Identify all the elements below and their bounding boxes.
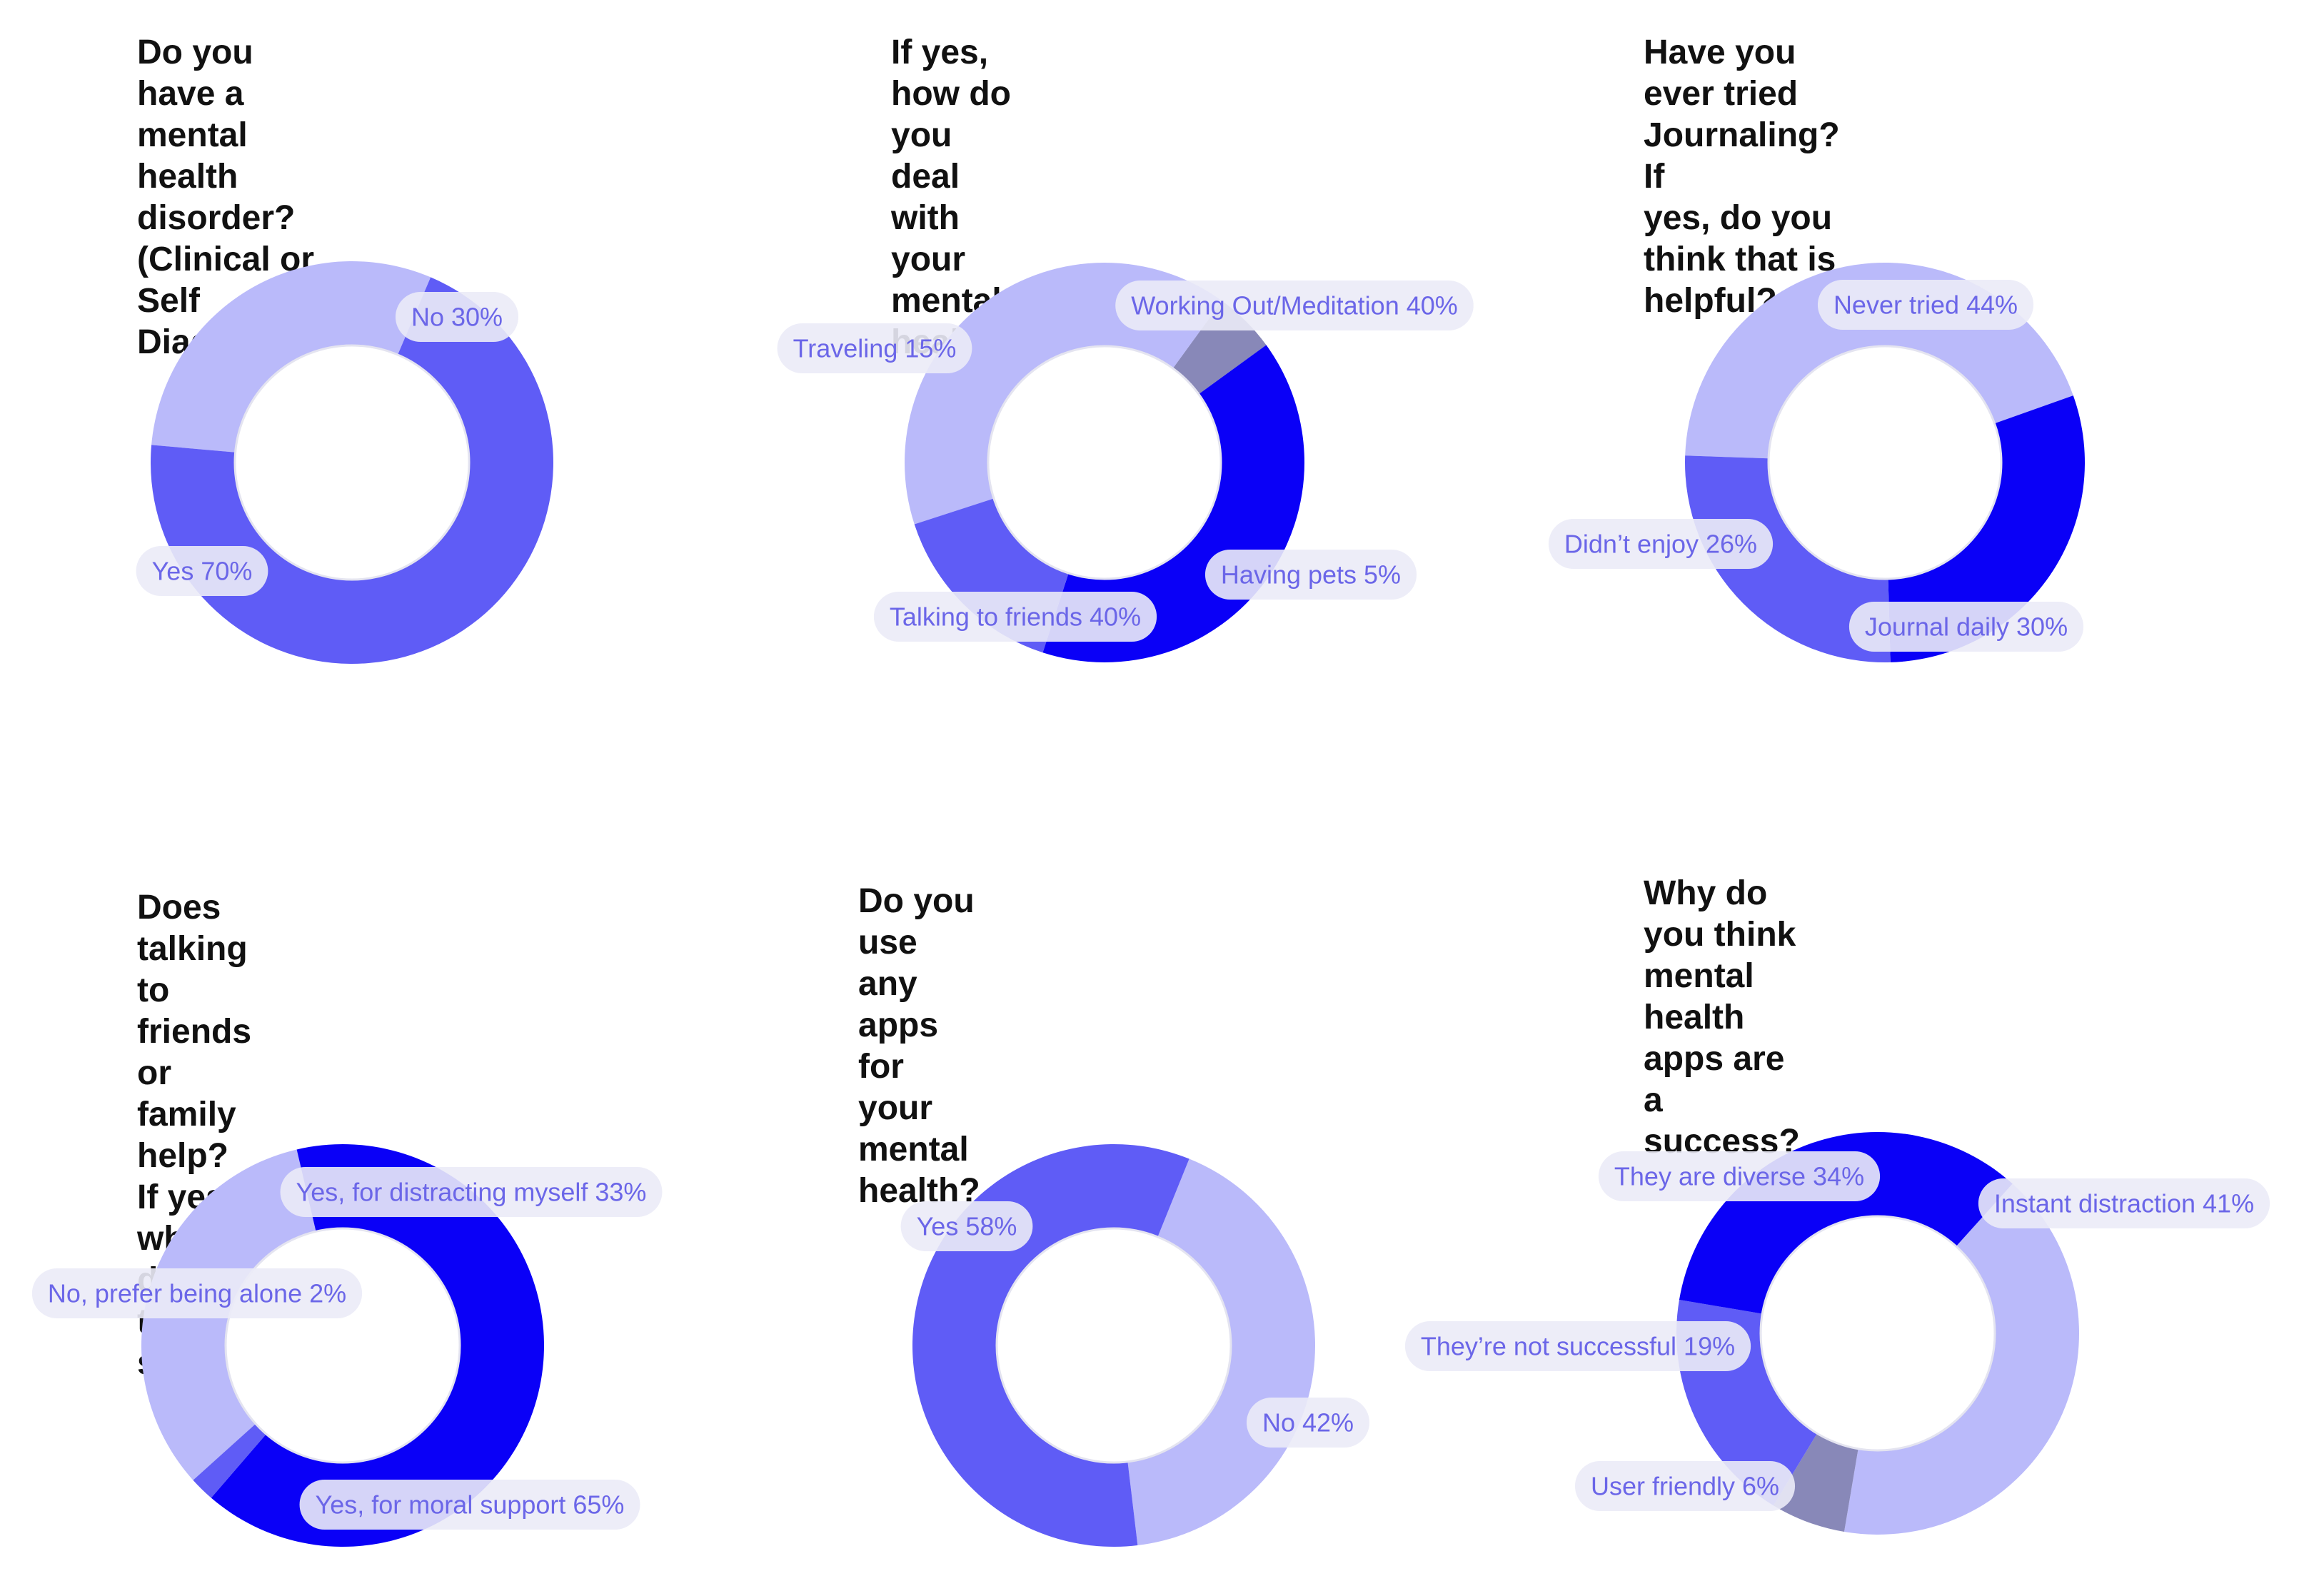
slice-label-pill bbox=[1204, 550, 1417, 600]
donut-hole bbox=[1759, 1215, 1996, 1452]
slice-label-text: Journal daily 30% bbox=[1865, 612, 2068, 642]
slice-label-pill bbox=[31, 1268, 363, 1318]
slice-label-text: Yes 58% bbox=[917, 1212, 1017, 1241]
slice-label-pill bbox=[777, 323, 972, 373]
slice-label-no: No 42% bbox=[1246, 1398, 1370, 1448]
donut-hole bbox=[1767, 345, 2003, 580]
slice-label-pill bbox=[280, 1167, 663, 1217]
slice-label-pill bbox=[1115, 281, 1474, 330]
slice-label-pill bbox=[873, 592, 1157, 642]
donut-hole bbox=[987, 345, 1222, 580]
slice-label-having-pets: Having pets 5% bbox=[1204, 550, 1417, 600]
slice-label-text: Instant distraction 41% bbox=[1994, 1189, 2254, 1218]
chart-title: Why do you think mental health apps are … bbox=[1644, 874, 1800, 1161]
slice-label-talking-to-friends: Talking to friends 40% bbox=[873, 592, 1157, 642]
slice-label-text: No 42% bbox=[1262, 1408, 1354, 1438]
slice-label-pill bbox=[1404, 1321, 1751, 1371]
chart-title: Do you use any apps for your mental heal… bbox=[858, 882, 980, 1210]
slice-label-text: Working Out/Meditation 40% bbox=[1131, 291, 1458, 320]
donut-slice-journal-daily bbox=[1888, 395, 2085, 662]
slice-label-didn-t-enjoy: Didn’t enjoy 26% bbox=[1548, 519, 1774, 569]
slice-label-traveling: Traveling 15% bbox=[777, 323, 972, 373]
slice-label-instant-distraction: Instant distraction 41% bbox=[1978, 1178, 2270, 1228]
donut-slice-didn-t-enjoy bbox=[1685, 455, 1891, 662]
slice-label-pill bbox=[136, 546, 268, 596]
donut-slice-instant-distraction bbox=[1843, 1183, 2079, 1535]
slice-label-working-out-meditation: Working Out/Meditation 40% bbox=[1115, 281, 1474, 330]
slice-label-text: Yes 70% bbox=[152, 557, 253, 586]
slice-label-journal-daily: Journal daily 30% bbox=[1848, 602, 2084, 652]
slice-label-text: They are diverse 34% bbox=[1614, 1162, 1864, 1191]
slice-label-no: No 30% bbox=[395, 292, 519, 342]
chart-title: Have you ever tried Journaling? If yes, … bbox=[1644, 34, 1840, 320]
slice-label-pill bbox=[1548, 519, 1774, 569]
slice-label-yes: Yes 70% bbox=[136, 546, 268, 596]
slice-label-pill bbox=[1817, 280, 2034, 330]
donut-slice-no-prefer-being-alone bbox=[193, 1423, 266, 1498]
slice-label-pill bbox=[1978, 1178, 2270, 1228]
slice-label-pill bbox=[395, 292, 519, 342]
slice-label-yes: Yes 58% bbox=[900, 1201, 1033, 1251]
donut-slice-user-friendly bbox=[1773, 1433, 1858, 1532]
donut-slice-no bbox=[1127, 1158, 1316, 1546]
donut-slice-no bbox=[151, 261, 431, 453]
slice-label-text: Having pets 5% bbox=[1221, 560, 1401, 590]
donut-hole bbox=[995, 1227, 1232, 1464]
slice-label-text: Yes, for moral support 65% bbox=[316, 1490, 625, 1520]
slice-label-text: Talking to friends 40% bbox=[890, 602, 1141, 632]
slice-label-pill bbox=[1574, 1461, 1796, 1511]
slice-label-text: Yes, for distracting myself 33% bbox=[296, 1178, 647, 1207]
slice-label-pill bbox=[1848, 602, 2084, 652]
chart-title: Do you have a mental health disorder?(Cl… bbox=[137, 34, 323, 361]
donut-slice-yes-for-moral-support bbox=[211, 1144, 545, 1547]
slice-label-no-prefer-being-alone: No, prefer being alone 2% bbox=[31, 1268, 363, 1318]
slice-label-pill bbox=[299, 1480, 640, 1530]
slice-label-text: They’re not successful 19% bbox=[1421, 1332, 1735, 1361]
slice-label-pill bbox=[900, 1201, 1033, 1251]
slice-label-text: User friendly 6% bbox=[1591, 1472, 1779, 1501]
slice-label-yes-for-distracting-myself: Yes, for distracting myself 33% bbox=[280, 1167, 663, 1217]
slice-label-they-are-diverse: They are diverse 34% bbox=[1598, 1151, 1881, 1201]
slice-label-pill bbox=[1246, 1398, 1370, 1448]
slice-label-text: Traveling 15% bbox=[793, 334, 957, 363]
slice-label-pill bbox=[1598, 1151, 1881, 1201]
slice-label-text: No, prefer being alone 2% bbox=[48, 1279, 346, 1308]
slice-label-text: No 30% bbox=[411, 303, 503, 332]
slice-label-never-tried: Never tried 44% bbox=[1817, 280, 2034, 330]
slice-label-user-friendly: User friendly 6% bbox=[1574, 1461, 1796, 1511]
slice-label-text: Never tried 44% bbox=[1833, 291, 2018, 320]
slice-label-text: Didn’t enjoy 26% bbox=[1564, 530, 1757, 559]
slice-label-yes-for-moral-support: Yes, for moral support 65% bbox=[299, 1480, 640, 1530]
slice-label-they-re-not-successful: They’re not successful 19% bbox=[1404, 1321, 1751, 1371]
donut-hole bbox=[233, 344, 471, 581]
